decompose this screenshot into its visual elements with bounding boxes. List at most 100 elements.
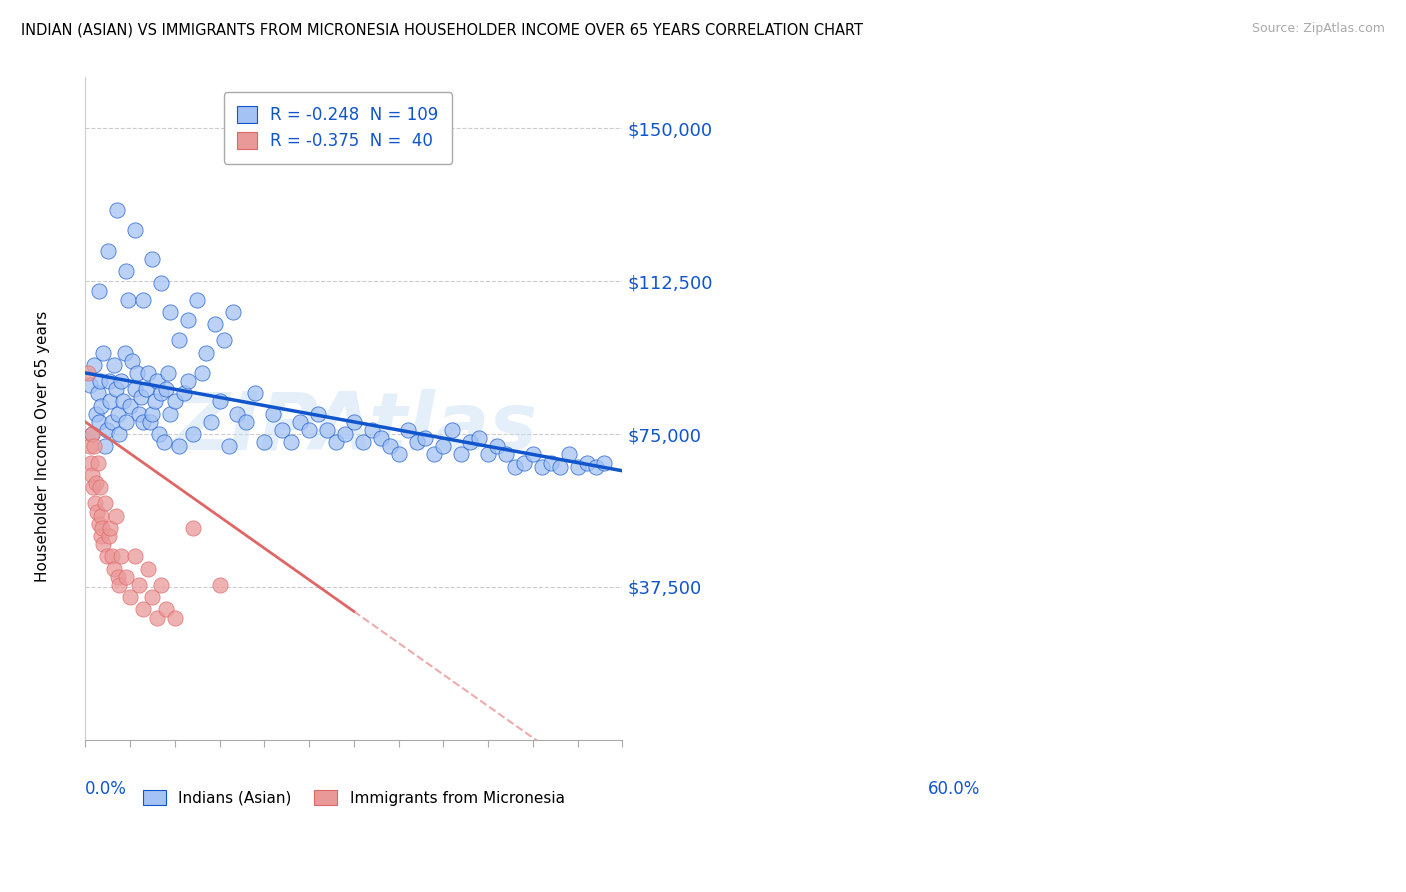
Point — [432, 439, 454, 453]
Point — [159, 407, 181, 421]
Point — [477, 447, 499, 461]
Point — [186, 293, 208, 307]
Point — [83, 439, 105, 453]
Point — [288, 415, 311, 429]
Point — [84, 407, 107, 421]
Point — [540, 456, 562, 470]
Point — [141, 407, 163, 421]
Point — [352, 435, 374, 450]
Point — [150, 578, 173, 592]
Point — [271, 423, 294, 437]
Text: 60.0%: 60.0% — [928, 780, 980, 797]
Point — [155, 602, 177, 616]
Text: 0.0%: 0.0% — [86, 780, 127, 797]
Point — [82, 480, 104, 494]
Point — [298, 423, 321, 437]
Point — [405, 435, 427, 450]
Text: INDIAN (ASIAN) VS IMMIGRANTS FROM MICRONESIA HOUSEHOLDER INCOME OVER 65 YEARS CO: INDIAN (ASIAN) VS IMMIGRANTS FROM MICRON… — [21, 22, 863, 37]
Point — [146, 610, 169, 624]
Point — [115, 415, 138, 429]
Point — [87, 516, 110, 531]
Point — [111, 394, 134, 409]
Point — [548, 459, 571, 474]
Point — [98, 521, 121, 535]
Point — [114, 345, 136, 359]
Point — [148, 427, 170, 442]
Point — [82, 427, 104, 442]
Point — [387, 447, 409, 461]
Point — [557, 447, 579, 461]
Point — [208, 578, 231, 592]
Point — [136, 366, 159, 380]
Point — [91, 521, 114, 535]
Point — [169, 334, 191, 348]
Point — [378, 439, 401, 453]
Point — [104, 508, 127, 523]
Point — [104, 382, 127, 396]
Point — [79, 439, 101, 453]
Point — [343, 415, 366, 429]
Point — [253, 435, 276, 450]
Point — [156, 366, 179, 380]
Point — [90, 508, 112, 523]
Point — [124, 382, 146, 396]
Point — [155, 382, 177, 396]
Point — [132, 602, 155, 616]
Point — [80, 427, 103, 442]
Point — [129, 391, 152, 405]
Point — [177, 374, 200, 388]
Point — [333, 427, 356, 442]
Point — [91, 345, 114, 359]
Point — [89, 480, 111, 494]
Point — [97, 529, 120, 543]
Point — [91, 537, 114, 551]
Point — [450, 447, 472, 461]
Point — [415, 431, 437, 445]
Point — [458, 435, 481, 450]
Point — [181, 427, 204, 442]
Point — [87, 386, 110, 401]
Point — [132, 415, 155, 429]
Point — [262, 407, 284, 421]
Point — [163, 394, 186, 409]
Point — [86, 504, 108, 518]
Point — [150, 277, 173, 291]
Point — [370, 431, 392, 445]
Point — [468, 431, 491, 445]
Point — [136, 561, 159, 575]
Point — [114, 264, 136, 278]
Point — [77, 366, 100, 380]
Point — [575, 456, 598, 470]
Point — [360, 423, 382, 437]
Point — [108, 427, 131, 442]
Point — [141, 252, 163, 266]
Point — [124, 549, 146, 564]
Point — [120, 590, 142, 604]
Point — [153, 435, 176, 450]
Point — [169, 439, 191, 453]
Point — [163, 610, 186, 624]
Point — [173, 386, 195, 401]
Point — [101, 415, 124, 429]
Point — [124, 223, 146, 237]
Point — [120, 399, 142, 413]
Point — [204, 317, 226, 331]
Point — [121, 353, 143, 368]
Point — [226, 407, 249, 421]
Point — [89, 529, 111, 543]
Text: Householder Income Over 65 years: Householder Income Over 65 years — [35, 310, 49, 582]
Point — [503, 459, 526, 474]
Point — [218, 439, 240, 453]
Point — [325, 435, 347, 450]
Point — [128, 407, 150, 421]
Point — [110, 549, 132, 564]
Point — [316, 423, 339, 437]
Point — [90, 399, 112, 413]
Point — [98, 394, 121, 409]
Point — [96, 549, 118, 564]
Point — [83, 358, 105, 372]
Point — [200, 415, 222, 429]
Point — [87, 415, 110, 429]
Point — [132, 293, 155, 307]
Point — [486, 439, 509, 453]
